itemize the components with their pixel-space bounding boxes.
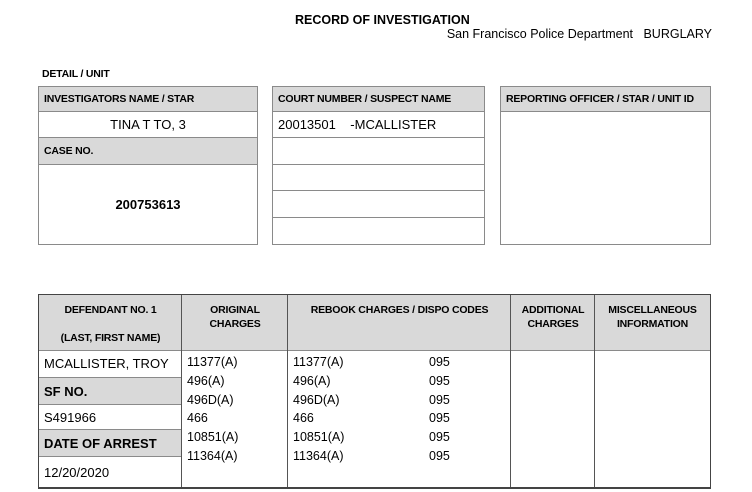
original-charge: 11364(A) xyxy=(187,449,238,463)
dispo-code: 095 xyxy=(429,430,450,444)
court-row xyxy=(273,191,484,218)
divider xyxy=(181,295,182,487)
investigator-label: INVESTIGATORS NAME / STAR xyxy=(39,87,257,112)
reporting-officer-box: REPORTING OFFICER / STAR / UNIT ID xyxy=(500,86,711,245)
department-line: San Francisco Police Department BURGLARY xyxy=(447,27,712,41)
case-no-value: 200753613 xyxy=(115,197,181,212)
sf-no-label: SF NO. xyxy=(39,378,181,405)
header-defendant: DEFENDANT NO. 1 (LAST, FIRST NAME) xyxy=(39,295,182,350)
rebook-charge: 11364(A) xyxy=(293,449,344,463)
court-row xyxy=(273,218,484,244)
date-of-arrest-value: 12/20/2020 xyxy=(44,464,110,480)
original-charge: 10851(A) xyxy=(187,430,239,444)
defendant-subheader-text: (LAST, FIRST NAME) xyxy=(60,332,161,344)
rebook-charge: 10851(A) xyxy=(293,430,345,444)
rebook-charge: 466 xyxy=(293,411,314,425)
date-of-arrest-label: DATE OF ARREST xyxy=(39,430,181,457)
dispo-code: 095 xyxy=(429,393,450,407)
department: San Francisco Police Department xyxy=(446,27,634,41)
dispo-code: 095 xyxy=(429,374,450,388)
court-row: 20013501 -MCALLISTER xyxy=(273,112,484,138)
dispo-code: 095 xyxy=(429,449,450,463)
table-header xyxy=(39,295,710,351)
investigator-box: INVESTIGATORS NAME / STAR TINA T TO, 3 C… xyxy=(38,86,258,245)
investigator-value: TINA T TO, 3 xyxy=(39,112,257,138)
court-row xyxy=(273,165,484,191)
case-no-label: CASE NO. xyxy=(39,138,257,165)
header-misc: MISCELLANEOUS INFORMATION xyxy=(608,304,697,330)
rebook-charge: 496D(A) xyxy=(293,393,340,407)
charges-table: DEFENDANT NO. 1 (LAST, FIRST NAME) ORIGIN… xyxy=(38,294,711,489)
court-row xyxy=(273,138,484,165)
original-charge: 11377(A) xyxy=(187,355,238,369)
header-additional: ADDITIONAL CHARGES xyxy=(521,304,585,330)
original-charge: 466 xyxy=(187,411,208,425)
dispo-code: 095 xyxy=(429,355,450,369)
detail-unit-label: DETAIL / UNIT xyxy=(42,68,110,80)
defendant-name: MCALLISTER, TROY xyxy=(39,350,181,378)
original-charge: 496(A) xyxy=(187,374,225,388)
divider xyxy=(287,295,288,487)
page-title: RECORD OF INVESTIGATION xyxy=(295,13,470,27)
rebook-charge: 11377(A) xyxy=(293,355,344,369)
dispo-code: 095 xyxy=(429,411,450,425)
division: BURGLARY xyxy=(643,27,712,41)
divider xyxy=(510,295,511,487)
header-original: ORIGINAL CHARGES xyxy=(209,304,261,330)
reporting-officer-label: REPORTING OFFICER / STAR / UNIT ID xyxy=(501,87,710,112)
defendant-header-text: DEFENDANT NO. 1 xyxy=(64,304,157,316)
original-charge: 496D(A) xyxy=(187,393,234,407)
header-rebook: REBOOK CHARGES / DISPO CODES xyxy=(310,304,489,316)
court-box: COURT NUMBER / SUSPECT NAME 20013501 -MC… xyxy=(272,86,485,245)
court-label: COURT NUMBER / SUSPECT NAME xyxy=(273,87,484,112)
sf-no-value: S491966 xyxy=(39,405,181,430)
divider xyxy=(594,295,595,487)
rebook-charge: 496(A) xyxy=(293,374,331,388)
reporting-officer-value xyxy=(501,112,710,244)
